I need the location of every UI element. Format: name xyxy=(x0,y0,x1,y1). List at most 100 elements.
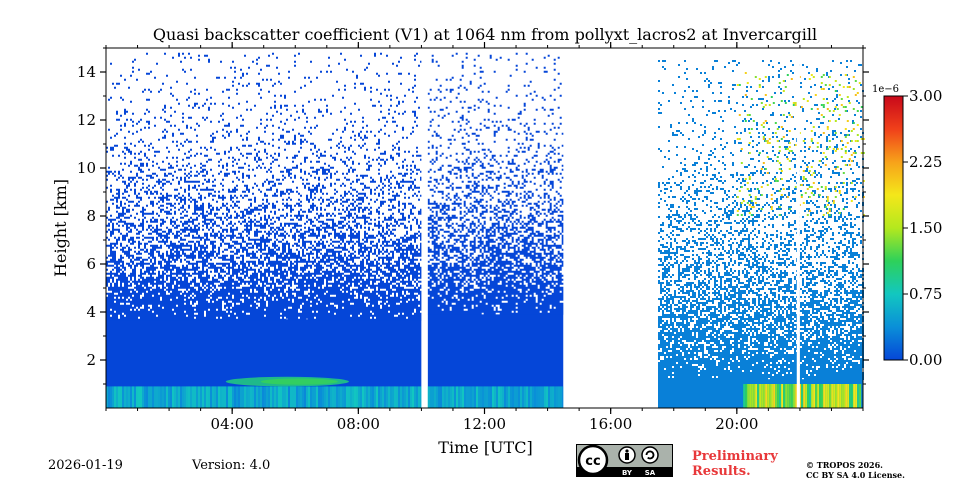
upper-speckle-173 xyxy=(848,86,851,88)
upper-speckle-177 xyxy=(852,108,855,110)
upper-speckle-150 xyxy=(828,140,831,142)
upper-speckle-107 xyxy=(794,186,797,188)
layer-stripe xyxy=(767,384,770,408)
layer-stripe xyxy=(326,386,328,408)
upper-speckle-187 xyxy=(860,152,863,154)
layer-stripe xyxy=(338,386,340,408)
upper-speckle-134 xyxy=(820,88,865,140)
layer-stripe xyxy=(370,386,372,408)
layer-stripe xyxy=(763,384,766,408)
upper-speckle-171 xyxy=(844,128,847,130)
layer-stripe xyxy=(452,386,454,408)
layer-stripe xyxy=(264,386,266,408)
layer-stripe xyxy=(406,386,408,408)
layer-stripe xyxy=(112,386,114,408)
layer-stripe xyxy=(458,386,460,408)
layer-stripe xyxy=(256,386,258,408)
layer-stripe xyxy=(154,386,156,408)
layer-stripe xyxy=(202,386,204,408)
layer-stripe xyxy=(512,386,514,408)
feature-1 xyxy=(225,376,349,387)
sa-icon xyxy=(641,446,659,464)
layer-stripe xyxy=(753,384,756,408)
copyright-line-1: © TROPOS 2026. xyxy=(806,460,883,470)
layer-stripe xyxy=(827,384,830,408)
colorbar-tick-label: 1.50 xyxy=(909,219,942,237)
layer-stripe xyxy=(787,384,790,408)
preliminary-line-1: Preliminary xyxy=(692,449,778,464)
x-tick-label: 08:00 xyxy=(337,415,380,433)
layer-stripe xyxy=(128,386,130,408)
layer-stripe xyxy=(530,386,532,408)
layer-stripe xyxy=(124,386,126,408)
layer-stripe xyxy=(394,386,396,408)
layer-stripe xyxy=(488,386,490,408)
layer-stripe xyxy=(278,386,280,408)
colorbar-tick-label: 3.00 xyxy=(909,87,942,105)
upper-speckle-144 xyxy=(826,128,829,130)
upper-speckle-183 xyxy=(854,196,857,198)
layer-stripe xyxy=(769,384,772,408)
layer-stripe xyxy=(252,386,254,408)
upper-speckle-32 xyxy=(750,98,753,100)
layer-stripe xyxy=(454,386,456,408)
cc-by-sa-badge: cc BY SA xyxy=(576,444,673,477)
layer-stripe xyxy=(298,386,300,408)
layer-stripe xyxy=(226,386,228,408)
layer-stripe xyxy=(274,386,276,408)
layer-stripe xyxy=(552,386,554,408)
upper-speckle-78 xyxy=(778,82,781,84)
layer-stripe xyxy=(332,386,334,408)
layer-stripe xyxy=(384,386,386,408)
layer-stripe xyxy=(238,386,240,408)
layer-stripe xyxy=(282,386,284,408)
speckle-1 xyxy=(427,52,564,315)
upper-speckle-47 xyxy=(760,102,763,104)
upper-speckle-121 xyxy=(808,210,811,212)
layer-stripe xyxy=(312,386,314,408)
data-gap-0 xyxy=(421,48,428,408)
upper-speckle-166 xyxy=(842,86,847,148)
cc-icon xyxy=(577,444,609,476)
layer-stripe xyxy=(815,384,818,408)
layer-stripe xyxy=(184,386,186,408)
upper-speckle-153 xyxy=(832,200,835,202)
upper-speckle-159 xyxy=(834,196,837,198)
layer-stripe xyxy=(306,386,308,408)
layer-stripe xyxy=(386,386,388,408)
upper-speckle-79 xyxy=(778,146,781,148)
layer-stripe xyxy=(138,386,140,408)
upper-speckle-179 xyxy=(854,80,857,82)
layer-stripe xyxy=(779,384,782,408)
segment-0 xyxy=(106,52,422,408)
layer-stripe xyxy=(290,386,292,408)
upper-speckle-102 xyxy=(790,88,827,166)
layer-stripe xyxy=(510,386,512,408)
layer-stripe xyxy=(284,386,286,408)
layer-stripe xyxy=(446,386,448,408)
layer-stripe xyxy=(759,384,762,408)
layer-stripe xyxy=(224,386,226,408)
layer-stripe xyxy=(484,386,486,408)
upper-speckle-129 xyxy=(812,194,815,196)
layer-stripe xyxy=(558,386,560,408)
upper-speckle-181 xyxy=(854,140,857,142)
upper-speckle-158 xyxy=(834,186,837,188)
layer-stripe xyxy=(352,386,354,408)
layer-stripe xyxy=(388,386,390,408)
upper-speckle-51 xyxy=(762,106,765,108)
upper-speckle-174 xyxy=(848,102,851,104)
upper-speckle-110 xyxy=(800,194,803,196)
layer-stripe xyxy=(168,386,170,408)
layer-stripe xyxy=(358,386,360,408)
layer-stripe xyxy=(234,386,236,408)
upper-speckle-8 xyxy=(738,190,741,192)
colorbar-scale-label: 1e−6 xyxy=(872,84,899,95)
layer-stripe xyxy=(334,386,336,408)
upper-speckle-119 xyxy=(808,146,811,148)
layer-stripe xyxy=(316,386,318,408)
upper-speckle-170 xyxy=(842,208,845,210)
upper-speckle-70 xyxy=(774,122,777,124)
layer-stripe xyxy=(456,386,458,408)
